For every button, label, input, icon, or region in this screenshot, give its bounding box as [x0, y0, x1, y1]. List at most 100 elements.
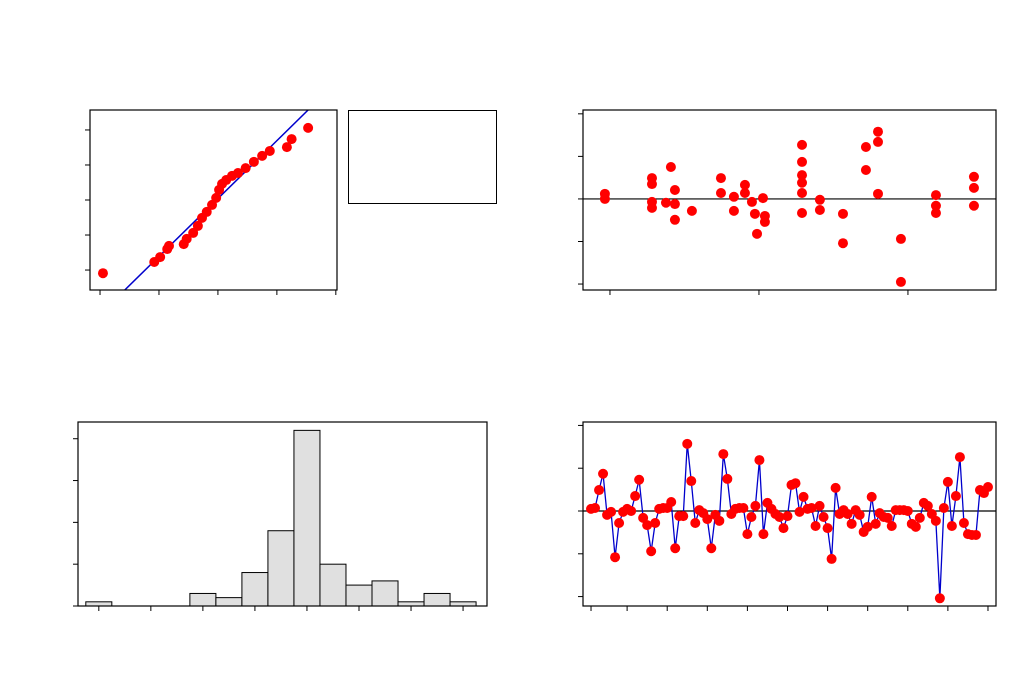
point	[634, 474, 645, 485]
point	[942, 476, 953, 487]
point	[646, 179, 657, 190]
histogram-bar	[371, 580, 399, 606]
point	[797, 139, 808, 150]
point	[895, 276, 906, 287]
point	[155, 252, 166, 263]
point	[797, 170, 808, 181]
point	[739, 187, 750, 198]
point	[286, 134, 297, 145]
point	[930, 515, 941, 526]
point	[752, 228, 763, 239]
point	[958, 517, 969, 528]
point	[902, 506, 913, 517]
point	[982, 482, 993, 493]
point	[794, 506, 805, 517]
point	[970, 529, 981, 540]
plot-area	[97, 110, 314, 290]
plot-frame	[582, 421, 997, 607]
point	[946, 520, 957, 531]
point	[873, 126, 883, 137]
point	[860, 165, 871, 175]
plot-frame	[89, 109, 338, 291]
point	[97, 268, 108, 279]
point	[163, 240, 174, 251]
point	[797, 207, 808, 218]
histogram-bar	[319, 563, 347, 606]
point	[669, 199, 680, 210]
point	[882, 512, 893, 523]
plot-frame	[582, 109, 997, 291]
point	[232, 168, 243, 179]
point	[630, 491, 641, 502]
point	[870, 518, 881, 529]
point	[910, 521, 921, 532]
point	[873, 136, 883, 147]
point	[201, 206, 212, 217]
point	[686, 476, 697, 487]
point	[814, 194, 825, 205]
point	[638, 512, 649, 523]
point	[782, 511, 793, 522]
point	[862, 521, 873, 532]
point	[240, 163, 251, 174]
point	[746, 511, 757, 522]
plot-area	[583, 438, 996, 604]
point	[598, 468, 609, 479]
point	[746, 196, 757, 207]
point	[950, 491, 961, 502]
point	[759, 216, 770, 227]
point	[670, 543, 681, 554]
point	[714, 515, 725, 526]
point	[610, 552, 621, 563]
point	[757, 193, 768, 204]
point	[797, 156, 808, 167]
point	[594, 485, 605, 496]
point	[837, 208, 848, 219]
point	[922, 500, 933, 511]
histogram-bar	[449, 601, 477, 606]
point	[854, 509, 865, 520]
histogram-bar	[397, 601, 425, 606]
point	[826, 553, 837, 564]
point	[842, 509, 853, 519]
point	[626, 506, 637, 517]
point	[678, 511, 689, 522]
point	[790, 478, 801, 489]
point	[814, 205, 825, 215]
point	[846, 518, 857, 529]
point	[188, 227, 199, 238]
point	[211, 192, 222, 203]
point	[860, 142, 871, 153]
point	[646, 546, 657, 557]
point	[281, 142, 292, 153]
point	[718, 449, 729, 460]
point	[930, 190, 941, 201]
point	[968, 182, 979, 193]
histogram-bar	[241, 572, 269, 606]
point	[914, 512, 925, 523]
point	[690, 517, 701, 528]
point	[758, 529, 769, 540]
point	[706, 543, 717, 554]
point	[715, 173, 726, 184]
point	[750, 500, 761, 511]
histogram-bar	[85, 601, 113, 606]
histogram-bar	[345, 584, 373, 606]
point	[192, 220, 203, 231]
point	[806, 503, 817, 514]
point	[895, 233, 906, 244]
point	[666, 497, 677, 508]
series-line	[590, 443, 989, 599]
point	[930, 207, 941, 218]
point	[599, 193, 610, 204]
point	[303, 122, 314, 133]
point	[728, 205, 739, 216]
point	[722, 473, 733, 484]
point	[650, 517, 661, 528]
point	[181, 233, 192, 244]
point	[642, 520, 653, 531]
point	[798, 491, 809, 502]
point	[822, 523, 833, 534]
